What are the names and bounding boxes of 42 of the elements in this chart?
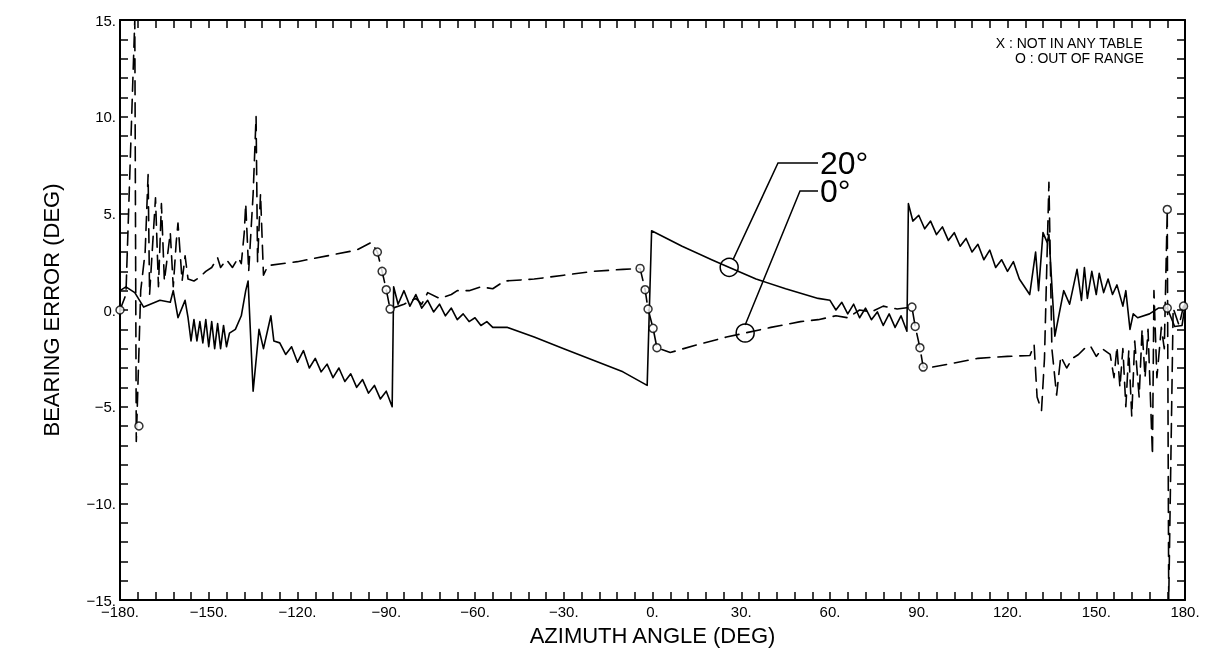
x-tick-label: −30. <box>548 603 579 620</box>
point <box>719 257 739 278</box>
y-axis-title: BEARING ERROR (DEG) <box>38 183 64 437</box>
y-tick-label: 5. <box>103 204 116 222</box>
y-tick-label: −10. <box>86 494 116 512</box>
point <box>735 323 755 343</box>
point <box>640 284 650 295</box>
point <box>134 421 144 431</box>
point <box>648 323 658 334</box>
x-tick-label: 60. <box>819 603 841 620</box>
x-tick-label: −60. <box>460 603 490 620</box>
point <box>1162 303 1172 313</box>
point <box>377 266 387 277</box>
x-tick-label: 90. <box>908 603 930 620</box>
y-tick-label: 15. <box>95 11 116 29</box>
point <box>643 304 653 314</box>
point <box>918 362 928 372</box>
x-tick-label: −120. <box>278 603 317 620</box>
point <box>915 342 925 353</box>
y-tick-label: 10. <box>95 108 116 126</box>
point <box>635 263 645 274</box>
point <box>115 305 125 315</box>
x-tick-label: −90. <box>371 603 402 620</box>
point <box>907 302 917 312</box>
annotation: O : OUT OF RANGE <box>1014 50 1144 66</box>
x-tick-label: 180. <box>1170 603 1200 620</box>
x-tick-label: 0. <box>646 603 659 620</box>
point <box>372 247 383 257</box>
point <box>381 284 391 295</box>
x-tick-label: −150. <box>189 603 228 620</box>
x-tick-label: 150. <box>1081 603 1111 620</box>
point <box>1162 204 1172 215</box>
x-axis-title: AZIMUTH ANGLE (DEG) <box>529 622 776 648</box>
point <box>385 304 395 314</box>
annotation: X : NOT IN ANY TABLE <box>995 35 1143 51</box>
x-tick-label: 30. <box>730 603 752 620</box>
point <box>910 321 920 332</box>
x-tick-label: 120. <box>992 603 1023 620</box>
y-tick-label: −5. <box>94 398 116 416</box>
y-tick-label: 0. <box>103 301 116 319</box>
point <box>652 342 662 353</box>
point <box>1178 301 1189 311</box>
